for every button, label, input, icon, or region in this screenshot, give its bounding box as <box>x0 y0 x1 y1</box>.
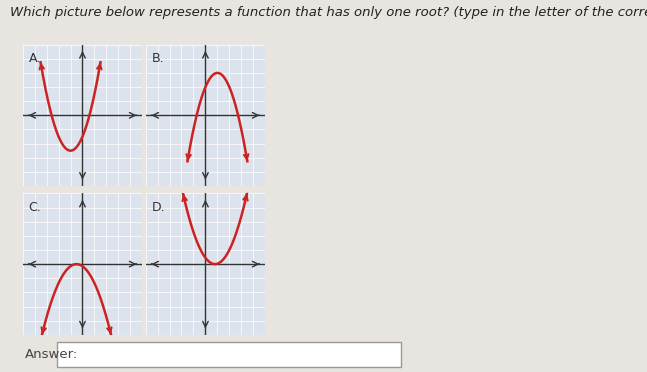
FancyBboxPatch shape <box>57 342 401 367</box>
Text: Answer:: Answer: <box>25 348 78 361</box>
Text: B.: B. <box>151 52 164 65</box>
Text: A.: A. <box>28 52 41 65</box>
Text: Which picture below represents a function that has only one root? (type in the l: Which picture below represents a functio… <box>10 6 647 19</box>
Text: D.: D. <box>151 201 165 214</box>
Text: C.: C. <box>28 201 41 214</box>
